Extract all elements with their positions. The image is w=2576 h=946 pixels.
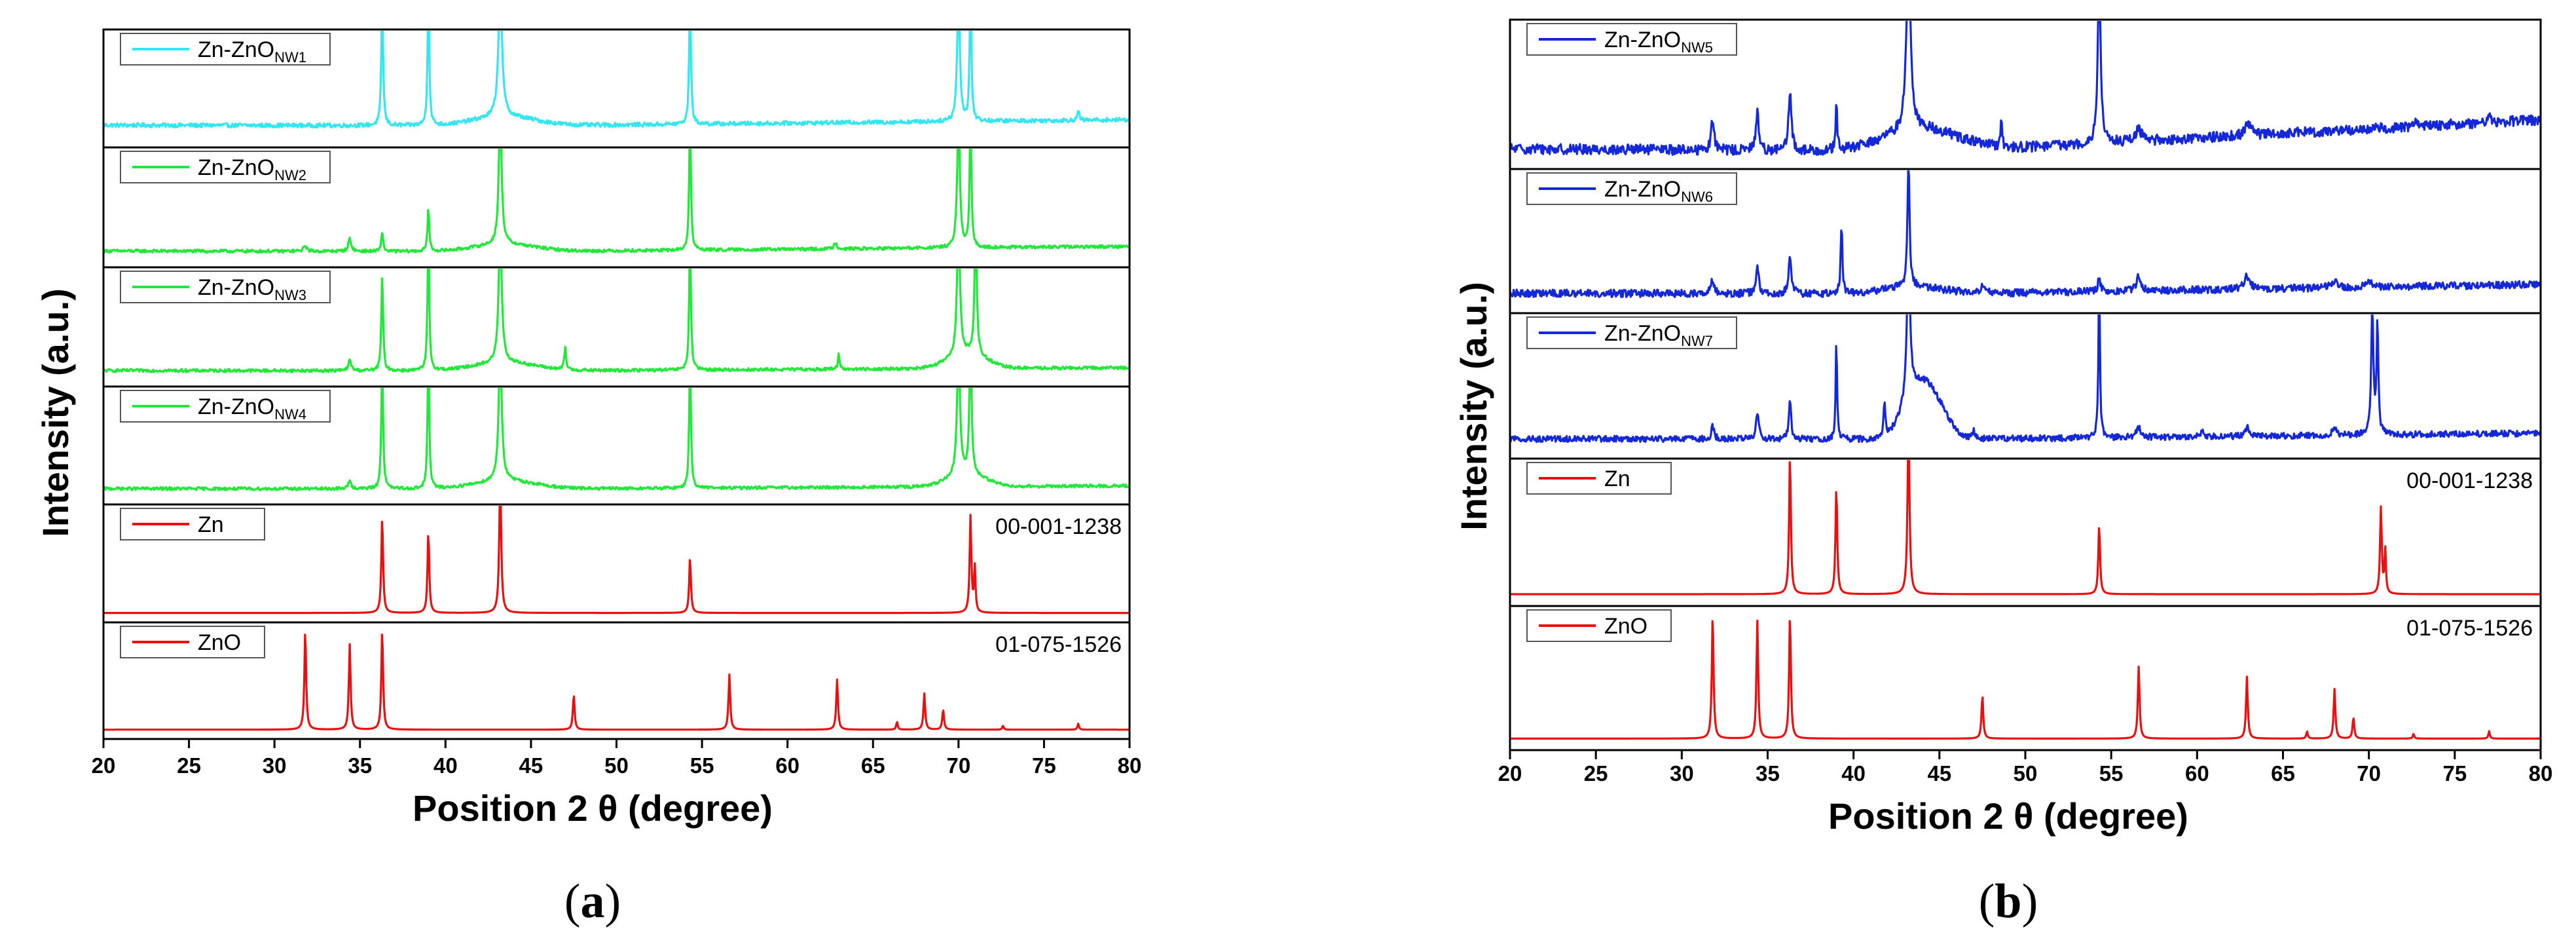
caption-b: (b) — [1979, 875, 2038, 928]
series-trace — [103, 31, 1130, 129]
x-tick-label: 45 — [1927, 761, 1951, 785]
legend-label-main: Zn-ZnO — [1604, 28, 1681, 52]
x-tick-label: 40 — [1841, 761, 1866, 785]
legend-label-subscript: NW6 — [1681, 189, 1713, 205]
legend-label-main: Zn-ZnO — [198, 394, 274, 419]
x-tick-label: 75 — [2442, 761, 2467, 785]
legend-label-main: Zn — [198, 512, 224, 537]
traces-a — [103, 31, 1130, 731]
x-tick-label: 80 — [1118, 753, 1142, 778]
x-axis-title-a: Position 2 θ (degree) — [413, 787, 773, 829]
x-axis-ticks-a: 20 25 30 35 40 45 50 55 60 65 70 75 80 — [92, 739, 1142, 778]
traces-b — [1510, 21, 2541, 740]
series-trace — [1510, 314, 2541, 444]
x-tick-label: 25 — [1584, 761, 1608, 785]
series-trace — [103, 269, 1130, 373]
legend-label-subscript: NW3 — [274, 287, 306, 303]
x-tick-label: 65 — [2271, 761, 2295, 785]
panel-a: 20 25 30 35 40 45 50 55 60 65 70 75 80 Zn-ZnONW1Zn-Z… — [35, 28, 1142, 928]
series-trace — [1510, 170, 2541, 299]
reference-code: 01-075-1526 — [2406, 616, 2533, 641]
x-tick-label: 70 — [2357, 761, 2381, 785]
legend-label: Zn-ZnONW1 — [198, 37, 306, 66]
legend-entry: Zn-ZnONW7 — [1526, 316, 1737, 349]
x-tick-label: 20 — [1498, 761, 1522, 785]
series-trace — [1510, 460, 2541, 596]
legend-label: Zn-ZnONW4 — [198, 394, 306, 423]
legend-label-main: ZnO — [198, 630, 241, 655]
legend-label: ZnO — [198, 630, 241, 655]
legend-entry: Zn-ZnONW3 — [120, 271, 331, 303]
x-tick-label: 40 — [433, 753, 458, 778]
panel-b: 20 25 30 35 40 45 50 55 60 65 70 75 80 Zn-ZnONW5Zn-Z… — [1453, 18, 2553, 928]
x-tick-label: 60 — [2185, 761, 2209, 785]
x-tick-label: 75 — [1032, 753, 1056, 778]
legend-entry: ZnO — [120, 626, 265, 658]
legend-label: Zn-ZnONW2 — [198, 155, 306, 183]
legend-label: Zn-ZnONW3 — [198, 275, 306, 303]
x-tick-label: 70 — [946, 753, 970, 778]
legend-label-main: Zn-ZnO — [198, 37, 274, 62]
legend-entry: Zn-ZnONW1 — [120, 33, 331, 66]
legend-label: Zn — [198, 512, 224, 537]
legend-entry: Zn-ZnONW6 — [1526, 172, 1737, 205]
legend-entry: Zn-ZnONW5 — [1526, 23, 1737, 56]
legend-label-subscript: NW5 — [1681, 39, 1713, 56]
x-axis-title-b: Position 2 θ (degree) — [1828, 795, 2188, 837]
x-tick-label: 25 — [177, 753, 201, 778]
caption-a: (a) — [564, 875, 621, 928]
legend-label-main: ZnO — [1604, 614, 1647, 639]
series-trace — [103, 388, 1130, 491]
legend-entry: Zn — [120, 508, 265, 540]
x-tick-label: 50 — [604, 753, 629, 778]
legend-label-subscript: NW2 — [274, 167, 306, 183]
x-tick-label: 30 — [263, 753, 287, 778]
legend-entry: Zn-ZnONW4 — [120, 390, 331, 423]
series-trace — [103, 149, 1130, 254]
legend-label-subscript: NW7 — [1681, 333, 1713, 349]
legend-label-main: Zn — [1604, 466, 1630, 491]
legend-label-main: Zn-ZnO — [198, 155, 274, 180]
legend-entry: Zn — [1526, 462, 1672, 495]
legend-label: Zn-ZnONW7 — [1604, 321, 1713, 349]
reference-code: 00-001-1238 — [2406, 468, 2533, 493]
x-tick-label: 45 — [519, 753, 543, 778]
x-tick-label: 55 — [690, 753, 714, 778]
strip-frame — [1509, 605, 2542, 751]
x-tick-label: 20 — [92, 753, 116, 778]
x-tick-label: 50 — [2014, 761, 2038, 785]
strip-frame — [102, 621, 1131, 740]
series-trace — [1510, 619, 2541, 740]
legend-label-subscript: NW1 — [274, 49, 306, 66]
legend-label-subscript: NW4 — [274, 406, 306, 423]
legend-label: Zn-ZnONW6 — [1604, 177, 1713, 205]
legend-label: Zn — [1604, 466, 1630, 491]
legend-label: ZnO — [1604, 614, 1647, 639]
x-axis-ticks-b: 20 25 30 35 40 45 50 55 60 65 70 75 80 — [1498, 750, 2553, 785]
x-tick-label: 35 — [1756, 761, 1780, 785]
legend-label: Zn-ZnONW5 — [1604, 28, 1713, 56]
x-tick-label: 35 — [348, 753, 372, 778]
x-tick-label: 30 — [1670, 761, 1694, 785]
legend-entry: Zn-ZnONW2 — [120, 151, 331, 183]
reference-code: 00-001-1238 — [995, 514, 1122, 539]
x-tick-label: 55 — [2099, 761, 2124, 785]
series-trace — [103, 506, 1130, 615]
legend-label-main: Zn-ZnO — [1604, 321, 1681, 346]
y-axis-title-a: Intensity (a.u.) — [35, 288, 76, 537]
legend-label-main: Zn-ZnO — [198, 275, 274, 300]
x-tick-label: 65 — [861, 753, 885, 778]
x-tick-label: 60 — [775, 753, 800, 778]
series-trace — [103, 634, 1130, 731]
series-trace — [1510, 21, 2541, 156]
legend-label-main: Zn-ZnO — [1604, 177, 1681, 202]
y-axis-title-b: Intensity (a.u.) — [1453, 282, 1494, 531]
reference-code: 01-075-1526 — [995, 632, 1122, 657]
x-tick-label: 80 — [2529, 761, 2553, 785]
legend-entry: ZnO — [1526, 609, 1672, 642]
